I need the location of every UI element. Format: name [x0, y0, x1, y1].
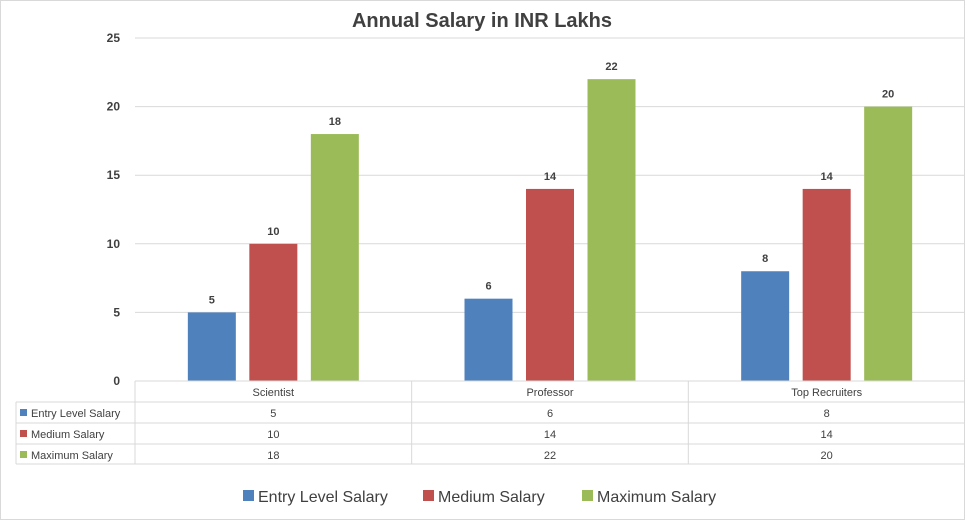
y-tick-label: 0 — [113, 374, 120, 388]
table-cell: 5 — [270, 408, 276, 420]
bar-maximum-salary — [864, 106, 913, 381]
legend: Entry Level Salary Medium Salary Maximum S… — [243, 489, 716, 506]
table-header-cell: Professor — [526, 387, 573, 399]
data-label: 6 — [485, 281, 491, 293]
table-row-label: Maximum Salary — [31, 450, 113, 462]
table-cell: 18 — [267, 450, 279, 462]
bar-maximum-salary — [310, 134, 359, 381]
y-axis: 0 5 10 15 20 25 — [107, 31, 121, 388]
table-row-label: Medium Salary — [31, 429, 105, 441]
table-cell: 20 — [821, 450, 833, 462]
data-label: 5 — [209, 294, 215, 306]
data-label: 22 — [605, 61, 617, 73]
y-tick-label: 5 — [113, 305, 120, 319]
bar-entry-level-salary — [187, 312, 236, 381]
legend-swatch-icon — [423, 490, 434, 501]
table-cell: 8 — [824, 408, 830, 420]
legend-key-icon — [20, 409, 27, 416]
bar-medium-salary — [526, 188, 574, 381]
data-label: 14 — [544, 171, 557, 183]
data-table: Scientist Professor Top Recruiters Entry Le… — [15, 380, 965, 465]
y-tick-label: 15 — [107, 168, 121, 182]
y-tick-label: 20 — [107, 100, 121, 114]
legend-key-icon — [20, 430, 27, 437]
y-tick-label: 10 — [107, 237, 121, 251]
table-header-cell: Scientist — [253, 387, 295, 399]
legend-swatch-icon — [582, 490, 593, 501]
bar-maximum-salary — [587, 79, 636, 381]
table-cell: 14 — [544, 429, 556, 441]
bar-entry-level-salary — [464, 298, 513, 381]
table-cell: 6 — [547, 408, 553, 420]
legend-swatch-icon — [243, 490, 254, 501]
table-cell: 14 — [821, 429, 833, 441]
legend-label: Maximum Salary — [597, 489, 716, 506]
legend-label: Entry Level Salary — [258, 489, 388, 506]
bar-medium-salary — [802, 188, 851, 381]
table-cell: 22 — [544, 450, 556, 462]
chart-title: Annual Salary in INR Lakhs — [352, 10, 612, 32]
data-label: 18 — [329, 116, 341, 128]
bar-medium-salary — [249, 243, 298, 381]
data-label: 14 — [821, 171, 834, 183]
data-label: 10 — [267, 226, 279, 238]
y-tick-label: 25 — [107, 31, 121, 45]
table-header-cell: Top Recruiters — [791, 387, 862, 399]
table-cell: 10 — [267, 429, 279, 441]
data-label: 20 — [882, 89, 894, 101]
data-label: 8 — [762, 253, 768, 265]
table-row-label: Entry Level Salary — [31, 408, 121, 420]
bar-entry-level-salary — [741, 271, 790, 381]
data-labels: 5 10 18 6 14 22 8 14 20 — [209, 61, 895, 306]
bars — [187, 79, 913, 381]
legend-key-icon — [20, 451, 27, 458]
legend-label: Medium Salary — [438, 489, 545, 506]
